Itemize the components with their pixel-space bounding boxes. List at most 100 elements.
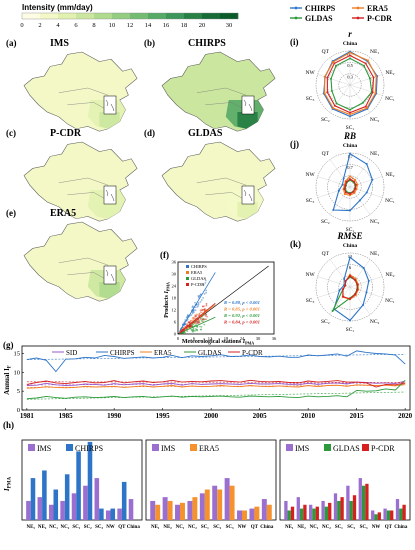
colorbar-tick-label: 10 [109,22,116,29]
radar-point [365,162,368,165]
radar-legend-marker [356,16,360,20]
bar-category-label: QT [118,525,126,530]
line-ytick-label: 5 [17,388,20,395]
scatter-point-chirps [199,300,202,303]
scatter-point-chirps [205,291,208,294]
radar-point [349,194,351,197]
bar-ims [261,499,267,520]
scatter-point-gldas [192,323,194,325]
scatter-legend-swatch [186,277,189,280]
scatter-point-chirps [191,312,194,315]
bar-category-label: NC₁ [49,525,58,530]
bar-chirps [53,489,59,520]
scatter-point-chirps [192,311,195,314]
radar-panel-label: (k) [290,239,301,249]
colorbar-tick-label: 20 [199,22,206,29]
scatter-marks [177,265,269,335]
radar-axis-label: NE₁ [370,49,379,55]
bar-category-label: NE₂ [297,525,306,530]
bar-chirps [121,481,127,520]
bar-chirps [110,508,116,520]
scatter-point-chirps [203,293,206,295]
colorbar-cell [76,13,95,19]
radar-point [326,91,329,94]
bar-p-cdr [365,483,369,520]
bar-legend-swatch [324,444,331,451]
colorbar-cell [94,13,113,19]
line-xtick-label: 1995 [156,412,171,420]
scatter-point-p-cdr [204,314,207,317]
bar-era5 [229,485,235,520]
radar-point [371,178,374,181]
scatter-point-gldas [203,323,206,326]
scatter-point-chirps [184,323,186,326]
line-ylabel: Annual IF [3,365,13,395]
bar-legend-label: IMS [295,444,309,453]
map-panel-title: P-CDR [50,128,82,139]
bar-gldas [287,510,291,520]
radar-point [331,309,334,312]
scatter-point-chirps [200,299,203,301]
line-legend-label: P-CDR [242,349,263,357]
radar-legend-label: P-CDR [367,14,392,23]
scatter-point-p-cdr [196,321,199,323]
radar-point [375,75,378,78]
bar-ims [309,504,313,520]
radar-point [354,279,357,282]
bar-legend-label: P-CDR [371,444,395,453]
line-xtick-label: 2010 [301,412,316,420]
map-era5 [23,221,138,302]
bar-legend-label: ERA5 [199,444,219,453]
radar-axis-label: NW [305,172,315,178]
bar-ims [383,508,387,520]
bar-ims [395,499,400,520]
bar-legend-label: IMS [161,444,175,453]
scatter-point-p-cdr [199,309,202,312]
bar-ims [26,500,31,520]
map-panel-title: GLDAS [188,128,223,139]
line-ytick-label: 0 [17,407,20,414]
radar-axis-label: SC₂ [321,117,330,123]
line-legend-label: GLDAS [198,349,221,357]
map-inset-box [103,185,117,205]
colorbar-tick-label: 0 [20,22,23,29]
radar-spoke [349,276,383,288]
radar-axis-label: NW [305,272,315,278]
map-inset-islands [105,99,115,112]
line-xtick-label: 2020 [398,412,413,420]
bar-category-label: NC₁ [176,525,185,530]
scatter-point-p-cdr [193,317,196,320]
scatter-point-p-cdr [200,318,202,320]
scatter-point-p-cdr [188,326,191,329]
bar-ims [71,493,77,520]
radar-point [372,76,375,79]
radar-subtitle: China [343,243,358,249]
bar-chirps [30,478,36,520]
radar-point [335,64,338,67]
radar-point [349,152,351,155]
radar-point [323,75,326,78]
bar-gldas [386,510,391,520]
scatter-point-chirps [202,283,205,286]
bar-ims [249,508,255,520]
colorbar-tick-label: 4 [56,22,60,29]
line-xtick-label: 2005 [253,412,268,420]
map-region-wettest [237,112,258,129]
bar-ims [128,499,134,520]
bar-era5 [155,504,161,520]
map-panel-title: ERA5 [50,208,76,219]
bar-ims [150,500,156,520]
radar-point [354,184,357,187]
radar-point [362,267,365,270]
scatter-point-era5 [200,311,203,314]
radar-point [332,209,335,212]
scatter-point-p-cdr [194,315,197,318]
radar-point [335,102,338,105]
radar-title: RB [343,131,356,141]
map-region-wettest [237,202,258,219]
line-ytick-label: 10 [14,369,21,376]
line-xtick-label: 1990 [107,412,122,420]
colorbar-cell [22,13,41,19]
radar-legend-label: CHIRPS [305,4,336,13]
